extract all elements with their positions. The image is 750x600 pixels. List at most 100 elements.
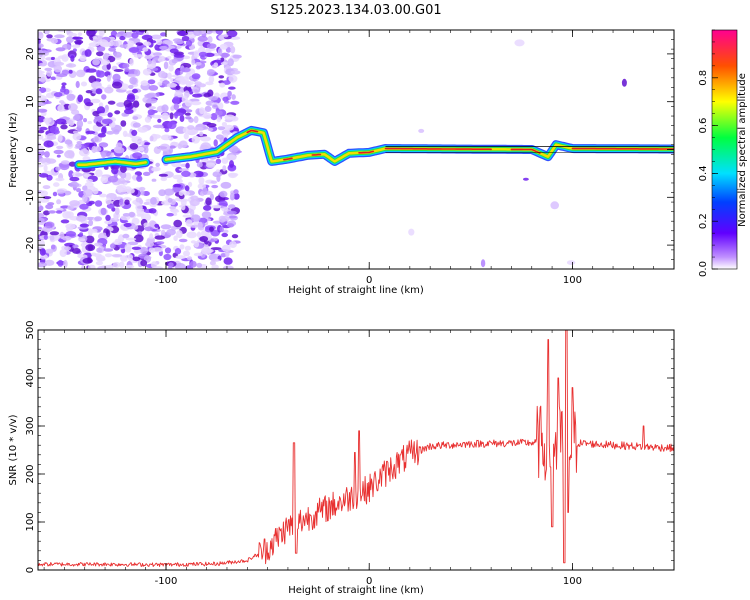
- spectrogram-noise-blob: [53, 65, 62, 73]
- spectrogram-noise-blob: [125, 264, 135, 269]
- spectrogram-y-axis-label: Frequency (Hz): [8, 112, 19, 188]
- spectrogram-noise-blob: [173, 235, 178, 241]
- spectrogram-noise-blob: [171, 74, 182, 78]
- spectrogram-noise-blob: [87, 120, 92, 125]
- spectrogram-noise-blob: [184, 112, 191, 116]
- spectrogram-noise-blob: [208, 75, 215, 83]
- spectrogram-noise-blob: [219, 82, 226, 88]
- spectrogram-noise-blob: [201, 211, 212, 219]
- spectrogram-noise-blob: [59, 231, 65, 239]
- spectrogram-noise-blob: [38, 95, 47, 101]
- spectrogram-noise-blob: [119, 36, 126, 41]
- spectrogram-y-tick-label: 0: [25, 146, 36, 152]
- spectrogram-noise-blob: [154, 223, 160, 228]
- spectrogram-noise-blob: [64, 246, 71, 251]
- figure-title: S125.2023.134.03.00.G01: [270, 3, 441, 18]
- spectrogram-noise-blob: [48, 210, 56, 214]
- spectrogram-noise-blob: [164, 247, 172, 254]
- spectrogram-noise-blob: [199, 131, 204, 137]
- spectrogram-noise-blob: [43, 234, 48, 240]
- spectrogram-noise-blob: [144, 55, 150, 59]
- spectrogram-noise-blob: [185, 80, 192, 88]
- spectrogram-noise-blob: [68, 170, 74, 179]
- spectrogram-noise-blob: [120, 165, 127, 173]
- spectrogram-noise-blob: [127, 254, 134, 262]
- spectrogram-noise-blob: [173, 183, 182, 188]
- spectrogram-noise-blob: [215, 134, 224, 140]
- spectrogram-noise-blob: [172, 212, 178, 217]
- spectrogram-noise-blob: [123, 113, 129, 117]
- spectrogram-noise-blob: [57, 30, 66, 33]
- spectrogram-noise-blob: [47, 175, 53, 180]
- spectrogram-noise-blob: [221, 157, 229, 164]
- spectrogram-noise-blob: [152, 247, 164, 253]
- spectrogram-noise-blob: [132, 224, 139, 230]
- spectrogram-noise-blob: [44, 151, 50, 158]
- spectrogram-noise-blob: [94, 253, 102, 258]
- spectrogram-noise-blob: [167, 121, 177, 130]
- spectrogram-y-tick-label: 20: [25, 48, 36, 61]
- spectrogram-noise-blob: [88, 42, 100, 47]
- spectrogram-noise-blob: [113, 69, 124, 72]
- spectrogram-noise-blob: [112, 241, 123, 245]
- spectrogram-noise-blob: [38, 145, 44, 153]
- spectrogram-noise-blob: [190, 195, 199, 201]
- spectrogram-noise-blob: [227, 210, 237, 215]
- spectrogram-noise-blob: [69, 200, 80, 207]
- snr-y-tick-label: 0: [25, 567, 36, 573]
- spectrogram-noise-blob: [160, 229, 166, 236]
- spectrogram-noise-blob: [174, 263, 186, 269]
- spectrogram-noise-blob: [81, 245, 87, 253]
- spectrogram-noise-blob: [523, 177, 529, 181]
- spectrogram-noise-blob: [99, 193, 107, 198]
- spectrogram-noise-blob: [170, 106, 175, 111]
- spectrogram-noise-blob: [59, 100, 65, 104]
- spectrogram-noise-blob: [116, 185, 127, 191]
- spectrogram-noise-blob: [211, 264, 219, 269]
- spectrogram-noise-blob: [191, 135, 200, 144]
- spectrogram-ridge-peak: [283, 157, 293, 161]
- spectrogram-ridge-peak: [510, 148, 541, 154]
- spectrogram-noise-blob: [128, 84, 134, 89]
- spectrogram-noise-blob: [95, 88, 103, 95]
- spectrogram-noise-blob: [60, 87, 67, 93]
- snr-y-tick-label: 300: [25, 416, 36, 435]
- spectrogram-ridge-peak: [384, 147, 492, 151]
- spectrogram-noise-blob: [228, 173, 237, 179]
- spectrogram-noise-blob: [160, 134, 172, 141]
- spectrogram-noise-blob: [105, 229, 111, 238]
- spectrogram-noise-blob: [167, 72, 172, 80]
- spectrogram-noise-blob: [75, 80, 80, 89]
- spectrogram-noise-blob: [230, 70, 241, 75]
- spectrogram-noise-blob: [43, 210, 50, 216]
- spectrogram-noise-blob: [44, 221, 55, 229]
- spectrogram-noise-blob: [185, 219, 193, 227]
- spectrogram-noise-blob: [199, 107, 205, 115]
- spectrogram-noise-blob: [215, 30, 223, 35]
- spectrogram-ridge-peak: [358, 150, 375, 154]
- spectrogram-noise-blob: [219, 226, 224, 233]
- spectrogram-noise-blob: [55, 47, 66, 52]
- spectrogram-noise-blob: [185, 109, 193, 113]
- spectrogram-noise-blob: [153, 146, 162, 155]
- spectrogram-noise-blob: [125, 237, 137, 241]
- spectrogram-noise-blob: [103, 248, 114, 252]
- spectrogram-noise-blob: [68, 69, 73, 74]
- spectrogram-noise-blob: [112, 81, 123, 89]
- spectrogram-noise-blob: [172, 174, 183, 180]
- spectrogram-noise-blob: [160, 32, 167, 37]
- spectrogram-noise-blob: [167, 197, 173, 203]
- spectrogram-noise-blob: [229, 241, 237, 248]
- spectrogram-noise-blob: [198, 176, 205, 185]
- spectrogram-noise-blob: [50, 56, 56, 61]
- spectrogram-noise-blob: [221, 244, 231, 252]
- spectrogram-noise-blob: [112, 73, 121, 82]
- spectrogram-noise-blob: [65, 63, 77, 68]
- spectrogram-noise-blob: [185, 116, 192, 120]
- spectrogram-noise-blob: [408, 228, 415, 236]
- spectrogram-noise-blob: [64, 139, 73, 145]
- spectrogram-noise-blob: [96, 257, 106, 262]
- spectrogram-noise-blob: [223, 257, 233, 265]
- spectrogram-noise-blob: [100, 175, 109, 184]
- spectrogram-noise-blob: [93, 146, 102, 153]
